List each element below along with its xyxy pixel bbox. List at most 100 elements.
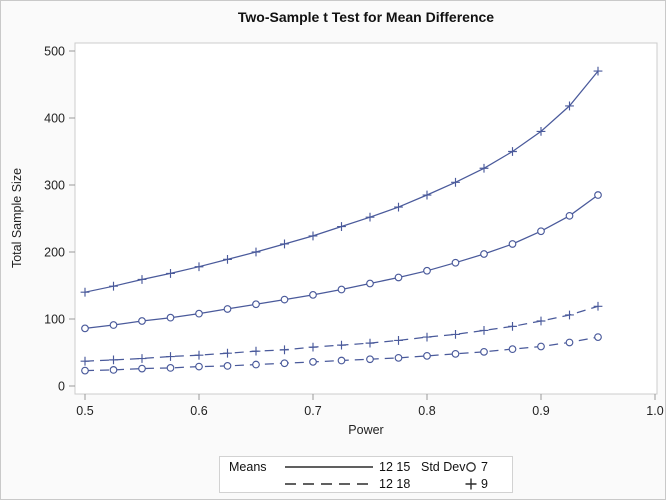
x-axis-label: Power	[348, 423, 384, 437]
plus-marker	[280, 239, 289, 249]
plus-marker	[308, 231, 318, 241]
circle-marker	[423, 266, 431, 275]
plus-marker	[308, 342, 318, 352]
circle-marker	[337, 285, 346, 294]
circle-marker	[195, 309, 203, 318]
circle-marker	[594, 191, 602, 199]
plus-marker	[251, 247, 261, 257]
plus-marker	[593, 66, 603, 76]
y-tick-label: 100	[44, 313, 65, 327]
plus-marker	[593, 301, 603, 311]
circle-marker	[280, 359, 289, 368]
circle-marker	[366, 355, 374, 364]
circle-marker	[337, 356, 346, 365]
circle-marker	[166, 364, 175, 372]
plus-marker	[508, 147, 517, 156]
x-tick-label: 0.9	[532, 404, 549, 418]
chart-title: Two-Sample t Test for Mean Difference	[237, 9, 495, 25]
circle-marker	[109, 321, 118, 329]
circle-marker	[565, 338, 574, 347]
circle-marker	[508, 345, 517, 354]
dashed-line-swatch	[285, 483, 373, 485]
y-axis-label: Total Sample Size	[10, 167, 24, 269]
plus-marker	[422, 332, 432, 342]
circle-marker	[252, 300, 260, 309]
circle-marker	[223, 305, 232, 313]
circle-marker	[508, 240, 517, 248]
solid-line-swatch	[285, 466, 373, 468]
legend-stddev-value-2: 9	[481, 477, 488, 491]
legend-means-value-1: 12 15	[379, 460, 411, 474]
circle-marker	[109, 366, 118, 374]
circle-marker	[280, 295, 289, 304]
legend-stddev-label: Std Dev	[421, 460, 466, 474]
x-tick-label: 1.0	[646, 404, 663, 418]
plus-marker	[451, 330, 460, 339]
plus-marker	[394, 202, 403, 212]
circle-marker	[223, 362, 232, 370]
plus-marker	[422, 190, 432, 200]
legend-stddev-value-1: 7	[481, 460, 488, 474]
plus-marker	[223, 348, 232, 358]
circle-marker	[309, 291, 317, 299]
y-tick-label: 400	[44, 112, 65, 126]
circle-marker	[423, 351, 431, 360]
circle-marker	[309, 358, 317, 366]
circle-marker	[195, 362, 203, 371]
y-tick-label: 500	[44, 45, 65, 59]
x-tick-label: 0.5	[76, 404, 93, 418]
x-tick-label: 0.8	[418, 404, 435, 418]
plus-marker	[280, 345, 289, 355]
plus-marker	[565, 310, 574, 320]
plus-marker	[109, 281, 118, 291]
circle-marker	[81, 324, 89, 333]
plus-marker	[451, 177, 460, 187]
plus-marker	[166, 352, 175, 361]
plus-marker	[479, 163, 489, 173]
circle-marker	[480, 250, 488, 258]
circle-marker	[252, 360, 260, 369]
plus-marker	[365, 212, 375, 222]
circle-marker	[138, 317, 146, 325]
plus-marker	[223, 254, 232, 264]
circle-marker	[166, 313, 175, 322]
plus-marker	[137, 275, 147, 284]
y-tick-label: 300	[44, 179, 65, 193]
plus-marker	[337, 222, 346, 231]
legend: Means 12 15 12 18 Std Dev 7 9	[219, 456, 513, 493]
circle-marker	[394, 273, 403, 282]
legend-means-label: Means	[229, 460, 267, 474]
plus-marker	[536, 316, 546, 326]
plus-marker	[109, 355, 118, 365]
circle-marker	[138, 364, 146, 373]
circle-marker	[451, 349, 460, 358]
y-tick-label: 200	[44, 246, 65, 260]
plus-marker-icon	[465, 478, 477, 490]
plus-marker	[80, 287, 90, 297]
plus-marker	[565, 101, 574, 111]
x-tick-label: 0.7	[304, 404, 321, 418]
plus-marker	[508, 321, 517, 331]
plus-marker	[194, 262, 204, 272]
plus-marker	[80, 356, 90, 366]
plus-marker	[536, 127, 546, 136]
circle-marker	[565, 211, 574, 220]
y-tick-label: 0	[58, 380, 65, 394]
plus-marker	[251, 346, 261, 356]
circle-marker	[81, 366, 89, 375]
plus-marker	[479, 325, 489, 335]
circle-marker	[451, 258, 460, 267]
circle-marker	[394, 353, 403, 362]
legend-means-value-2: 12 18	[379, 477, 411, 491]
plus-marker	[365, 338, 375, 348]
circle-marker	[537, 342, 545, 351]
circle-marker	[594, 333, 602, 341]
plus-marker	[337, 340, 346, 350]
x-tick-label: 0.6	[190, 404, 207, 418]
plus-marker	[194, 350, 204, 360]
plus-marker	[394, 336, 403, 345]
circle-marker	[537, 227, 545, 236]
plus-marker	[137, 354, 147, 363]
